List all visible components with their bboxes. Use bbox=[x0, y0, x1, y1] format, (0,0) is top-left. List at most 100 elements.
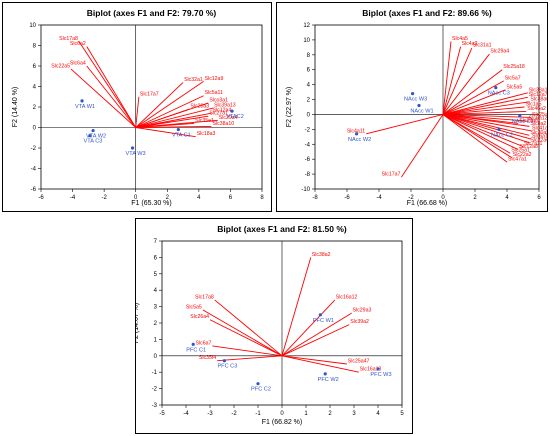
y-tick-label: -4 bbox=[31, 167, 37, 173]
y-tick-label: 3 bbox=[154, 305, 158, 311]
observation-label: NAcc C2 bbox=[491, 132, 513, 138]
variable-label: Slc39a2 bbox=[350, 319, 369, 325]
y-tick-label: 2 bbox=[154, 321, 158, 327]
variable-vector bbox=[442, 106, 525, 115]
variable-label: Slc25a18 bbox=[503, 64, 525, 70]
variable-label: Slc35e1 bbox=[195, 118, 214, 124]
variable-vector bbox=[442, 114, 530, 136]
variable-vector bbox=[135, 127, 196, 138]
x-tick-label: -6 bbox=[38, 195, 44, 201]
x-tick-label: 5 bbox=[400, 411, 404, 417]
x-tick-label: -5 bbox=[159, 411, 165, 417]
y-tick-label: 1 bbox=[154, 337, 158, 343]
variable-label: Slc39a13 bbox=[214, 103, 236, 109]
y-tick-label: 4 bbox=[154, 288, 158, 294]
y-axis-label: F2 (14.40 %) bbox=[12, 87, 19, 127]
variable-label: Slc25a1 bbox=[511, 148, 530, 154]
biplot-nacc: Biplot (axes F1 and F2: 89.66 %) -8 -6 -4 -2… bbox=[276, 2, 548, 212]
variable-label: Slco3a1 bbox=[209, 97, 228, 103]
variable-vector bbox=[86, 65, 137, 128]
y-tick-label: 10 bbox=[29, 23, 36, 29]
observation-point bbox=[417, 103, 421, 108]
biplot-vta-svg: Biplot (axes F1 and F2: 79.70 %) -6 -4 -2 0 2… bbox=[12, 8, 264, 207]
biplot-pfc-svg: Biplot (axes F1 and F2: 81.50 %) -5 -4 -3 -2… bbox=[136, 224, 404, 426]
variable-vector bbox=[442, 114, 508, 163]
y-tick-label: -6 bbox=[31, 187, 37, 193]
observation-point bbox=[256, 382, 260, 386]
variable-vector bbox=[442, 114, 532, 118]
y-tick-label: -4 bbox=[305, 142, 311, 148]
variable-vector bbox=[442, 114, 530, 144]
variable-label: Slc39a8 bbox=[519, 118, 538, 124]
variable-vector bbox=[442, 89, 506, 115]
variable-vector bbox=[135, 115, 209, 128]
variable-vector bbox=[135, 122, 195, 128]
variable-vector bbox=[442, 69, 503, 115]
observation-point bbox=[91, 128, 95, 133]
variable-label: Slc12a9 bbox=[205, 76, 224, 82]
variable-vector bbox=[281, 299, 336, 357]
variable-vector bbox=[202, 309, 283, 357]
x-axis-label: F1 (65.30 %) bbox=[131, 200, 171, 207]
variable-vector bbox=[135, 82, 184, 128]
variable-vector bbox=[209, 319, 283, 357]
observation-point bbox=[222, 359, 226, 363]
x-tick-label: 0 bbox=[280, 411, 284, 417]
variable-vector bbox=[217, 355, 283, 362]
variable-vector bbox=[442, 80, 505, 115]
x-tick-label: -2 bbox=[101, 195, 107, 201]
biplot-nacc-svg: Biplot (axes F1 and F2: 89.66 %) -8 -6 -4 -2… bbox=[286, 8, 547, 207]
variable-label: Slc18a3 bbox=[197, 131, 216, 137]
x-tick-label: 6 bbox=[537, 195, 541, 201]
x-axis-label: F1 (66.68 %) bbox=[407, 200, 447, 207]
x-tick-label: 2 bbox=[473, 195, 477, 201]
variable-label: Slc6a13 bbox=[532, 134, 547, 140]
variable-label: Slc22a5 bbox=[51, 64, 70, 70]
y-tick-label: 7 bbox=[154, 239, 158, 245]
observation-point bbox=[494, 86, 498, 90]
observation-point bbox=[80, 99, 84, 103]
y-tick-label: -2 bbox=[152, 387, 158, 393]
variable-label: Slc17a7 bbox=[382, 172, 401, 178]
x-tick-label: -4 bbox=[376, 195, 382, 201]
y-tick-label: 0 bbox=[154, 354, 158, 360]
variable-label: Slc27a1 bbox=[209, 111, 228, 117]
observation-label: NAcc W1 bbox=[410, 109, 433, 115]
x-tick-label: 1 bbox=[304, 411, 308, 417]
variable-vector bbox=[442, 114, 511, 154]
observation-label: PFC W3 bbox=[370, 372, 391, 378]
chart-title: Biplot (axes F1 and F2: 81.50 %) bbox=[217, 224, 347, 234]
y-tick-label: -2 bbox=[305, 127, 311, 133]
plot-frame bbox=[314, 24, 540, 190]
x-tick-label: 0 bbox=[134, 195, 138, 201]
variable-vector bbox=[442, 114, 530, 127]
variable-label: Slc16a12 bbox=[336, 295, 358, 301]
x-tick-label: 3 bbox=[352, 411, 356, 417]
variable-label: Slc4a5 bbox=[452, 36, 468, 42]
variable-label: Slc29a3 bbox=[353, 308, 372, 314]
variable-vector bbox=[212, 345, 283, 357]
variable-label: Slc26a4 bbox=[190, 314, 209, 320]
variable-vector bbox=[442, 92, 528, 115]
variable-vector bbox=[78, 41, 137, 128]
x-tick-label: -8 bbox=[312, 195, 318, 201]
x-tick-label: -3 bbox=[207, 411, 213, 417]
observation-label: VTA W1 bbox=[75, 104, 95, 110]
variable-label: Slc5a5 bbox=[506, 84, 522, 90]
variable-vector bbox=[281, 312, 352, 357]
y-axis-label: F2 (14.67 %) bbox=[136, 303, 140, 343]
observation-point bbox=[376, 367, 380, 371]
variable-label: Slc29a4 bbox=[490, 49, 509, 55]
variable-vector bbox=[442, 101, 530, 115]
x-tick-label: 4 bbox=[376, 411, 380, 417]
observation-point bbox=[497, 127, 501, 131]
variable-label: Slc47a1 bbox=[508, 157, 527, 163]
observation-label: PFC W2 bbox=[318, 377, 339, 383]
variable-vector bbox=[442, 41, 452, 115]
y-tick-label: -10 bbox=[301, 187, 310, 193]
y-tick-label: 8 bbox=[307, 53, 311, 59]
y-tick-label: 8 bbox=[33, 44, 37, 50]
x-tick-label: 4 bbox=[505, 195, 509, 201]
y-tick-label: 6 bbox=[154, 255, 158, 261]
variable-label: Slc38a11 bbox=[529, 87, 547, 93]
